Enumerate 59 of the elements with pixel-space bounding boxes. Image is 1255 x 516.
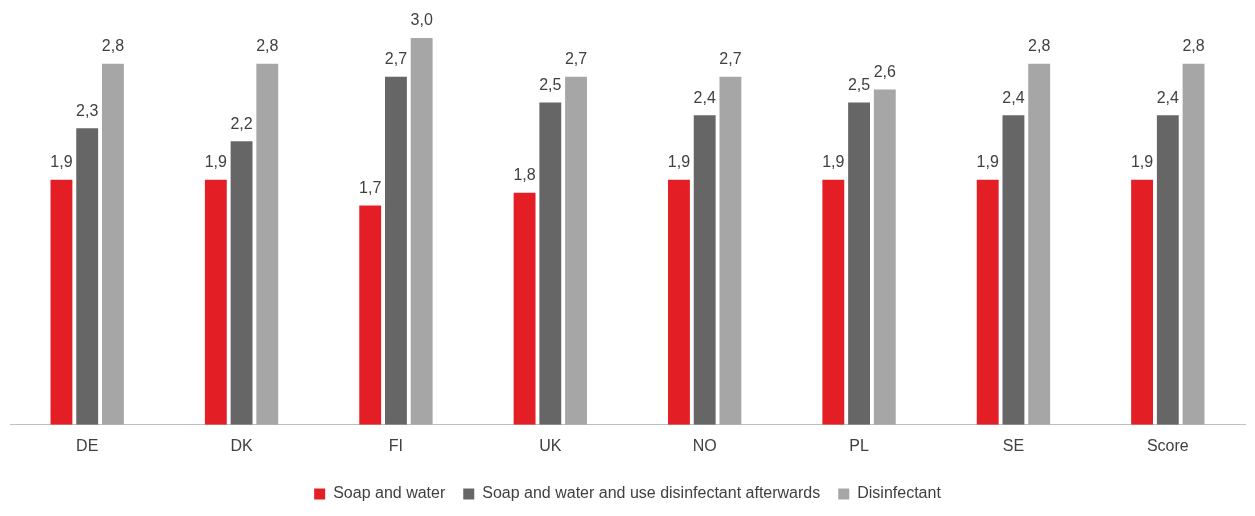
bar: [410, 38, 433, 425]
bar: [848, 102, 870, 425]
x-tick-label: Score: [1146, 436, 1189, 454]
bar: [668, 179, 690, 425]
legend-label: Soap and water and use disinfectant afterwards: [482, 484, 821, 502]
data-label: 1,9: [822, 153, 845, 171]
legend-label: Soap and water: [333, 484, 446, 502]
bar: [719, 76, 742, 425]
bar: [385, 76, 407, 425]
data-label: 3,0: [410, 11, 433, 29]
bar: [1182, 63, 1205, 425]
bar: [539, 102, 562, 425]
bar: [1002, 115, 1025, 425]
data-label: 2,4: [1002, 88, 1025, 106]
data-label: 1,9: [1130, 153, 1154, 171]
data-label: 1,9: [50, 153, 73, 171]
bar: [513, 192, 536, 425]
bar: [822, 179, 845, 425]
bar: [230, 141, 253, 425]
data-label: 2,6: [873, 62, 897, 80]
bar: [565, 76, 587, 425]
data-label: 2,7: [384, 50, 408, 68]
bar: [873, 89, 896, 425]
x-tick-label: FI: [388, 436, 404, 454]
bar: [1028, 63, 1051, 425]
data-label: 1,9: [204, 153, 228, 171]
data-label: 2,8: [1028, 37, 1051, 55]
data-label: 2,8: [256, 37, 279, 55]
bar: [976, 179, 999, 425]
bar: [1156, 115, 1179, 425]
legend-label: Disinfectant: [857, 484, 942, 502]
data-label: 2,7: [564, 50, 588, 68]
x-tick-label: NO: [692, 436, 717, 454]
bar: [50, 179, 73, 425]
bar: [693, 115, 716, 425]
data-label: 2,3: [76, 101, 99, 119]
data-label: 2,8: [101, 37, 125, 55]
data-label: 2,8: [1182, 37, 1205, 55]
data-label: 1,8: [513, 166, 536, 184]
data-label: 1,9: [667, 153, 691, 171]
bar: [359, 205, 382, 425]
data-label: 2,2: [230, 114, 253, 132]
bar: [1131, 179, 1154, 425]
x-tick-label: SE: [1002, 436, 1025, 454]
data-label: 1,9: [976, 153, 999, 171]
data-label: 2,4: [1156, 88, 1180, 106]
bar: [204, 179, 227, 425]
data-label: 1,7: [359, 179, 382, 197]
data-label: 2,4: [693, 88, 716, 106]
x-tick-label: PL: [849, 436, 869, 454]
bar: [76, 128, 99, 425]
bar: [101, 63, 124, 425]
x-tick-label: UK: [539, 436, 562, 454]
data-label: 2,7: [719, 50, 742, 68]
x-tick-label: DE: [76, 436, 99, 454]
data-label: 2,5: [847, 75, 871, 93]
bar: [256, 63, 279, 425]
x-tick-label: DK: [230, 436, 253, 454]
data-label: 2,5: [539, 75, 562, 93]
